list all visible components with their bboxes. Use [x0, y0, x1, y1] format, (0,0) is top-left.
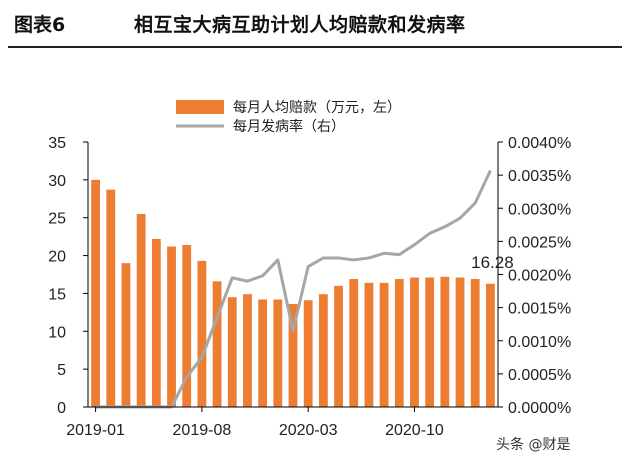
bar-mark [470, 279, 480, 407]
bar-mark [273, 299, 283, 407]
bar-mark [243, 294, 252, 407]
bar-mark [197, 260, 207, 407]
data-label: 16.28 [471, 253, 514, 272]
legend-bar-swatch [176, 100, 224, 114]
x-tick-label: 2019-08 [173, 422, 232, 439]
bar-mark [167, 246, 176, 407]
y-right-tick-label: 0.0010% [508, 334, 571, 351]
bar-mark [364, 282, 374, 407]
bar-mark [258, 299, 268, 407]
chart-title: 相互宝大病互助计划人均赔款和发病率 [134, 14, 466, 36]
bar-mark [288, 304, 298, 407]
legend-line-label: 每月发病率（右） [233, 118, 345, 135]
y-left-tick-label: 5 [57, 362, 66, 379]
y-left-tick-label: 15 [48, 286, 66, 303]
bar-mark [91, 179, 100, 407]
bar-mark [318, 294, 328, 407]
bar-mark [212, 281, 222, 407]
bar-mark [106, 189, 116, 407]
bar-mark [334, 285, 343, 407]
x-tick-label: 2020-10 [385, 422, 444, 439]
bar-mark [455, 277, 465, 407]
bar-mark [394, 279, 404, 407]
bar-mark [303, 300, 313, 407]
figure-label: 图表6 [14, 14, 66, 36]
bar-mark [486, 283, 495, 407]
bar-mark [151, 238, 161, 407]
y-left-tick-label: 35 [48, 135, 66, 152]
x-tick-label: 2020-03 [279, 422, 338, 439]
legend-bar-label: 每月人均赔款（万元，左） [233, 100, 401, 116]
y-right-tick-label: 0.0030% [508, 201, 571, 218]
y-left-tick-label: 10 [48, 324, 66, 341]
bar-mark [136, 213, 146, 407]
x-tick-label: 2019-01 [66, 422, 125, 439]
title-bar: 图表6 相互宝大病互助计划人均赔款和发病率 [0, 0, 630, 48]
y-left-tick-label: 25 [48, 211, 66, 228]
y-left-tick-label: 30 [48, 173, 66, 190]
bar-mark [121, 263, 131, 407]
bar-mark [349, 279, 359, 407]
y-left-tick-label: 20 [48, 249, 66, 266]
y-right-tick-label: 0.0020% [508, 268, 571, 285]
y-right-tick-label: 0.0025% [508, 234, 571, 251]
watermark: 头条 @财是 [496, 437, 571, 453]
y-left-tick-label: 0 [57, 400, 66, 417]
y-right-tick-label: 0.0015% [508, 301, 571, 318]
bar-mark [182, 244, 192, 407]
bar-mark [379, 282, 389, 407]
y-right-tick-label: 0.0000% [508, 400, 571, 417]
y-right-tick-label: 0.0040% [508, 135, 571, 152]
bar-mark [440, 276, 450, 407]
y-right-tick-label: 0.0035% [508, 168, 571, 185]
bar-mark [425, 277, 435, 407]
bar-mark [410, 277, 419, 407]
bar-mark [227, 297, 237, 407]
y-right-tick-label: 0.0005% [508, 367, 571, 384]
title-divider [8, 46, 622, 48]
